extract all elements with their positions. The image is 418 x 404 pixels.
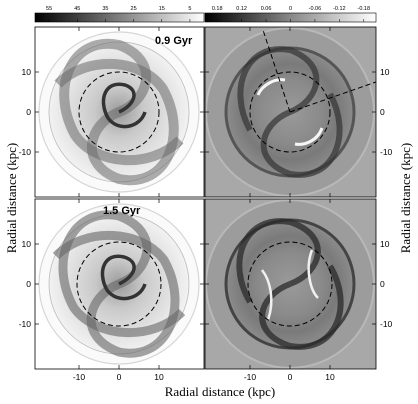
panel-density-0.9gyr xyxy=(35,27,204,197)
y-tick-label: 0 xyxy=(380,107,385,117)
x-axis-label: Radial distance (kpc) xyxy=(164,384,276,399)
colorbar-density-tick-label: 35 xyxy=(102,6,108,12)
colorbar-density-tick-label: 55 xyxy=(46,6,52,12)
y-tick-label: -10 xyxy=(380,319,393,329)
x-tick-label: 10 xyxy=(325,372,335,382)
y-tick-label: 0 xyxy=(380,279,385,289)
x-tick-label: 10 xyxy=(154,372,164,382)
x-tick-label: -10 xyxy=(73,372,86,382)
colorbar-residual-tick-label: -0.06 xyxy=(309,6,322,12)
y-tick-label: -10 xyxy=(19,147,32,157)
colorbar-residual-tick-label: 0.18 xyxy=(212,6,223,12)
panel-residual-1.5gyr xyxy=(205,199,376,369)
y-tick-label: 10 xyxy=(380,239,390,249)
y-tick-label: -10 xyxy=(19,319,32,329)
y-tick-label: 10 xyxy=(22,239,32,249)
colorbar-density-tick-label: 5 xyxy=(188,6,191,12)
x-tick-label: 0 xyxy=(288,372,293,382)
y-tick-label: 10 xyxy=(380,67,390,77)
y-tick-label: 0 xyxy=(26,279,31,289)
colorbar-residual-tick-label: 0.06 xyxy=(261,6,272,12)
colorbar-density-tick-label: 45 xyxy=(74,6,80,12)
x-tick-label: 0 xyxy=(117,372,122,382)
colorbar-density-tick-label: 25 xyxy=(131,6,137,12)
colorbar-density-tick-label: 15 xyxy=(159,6,165,12)
colorbar-residual-tick-label: -0.18 xyxy=(358,6,371,12)
panel-density-1.5gyr xyxy=(35,199,204,369)
y-tick-label: 10 xyxy=(22,67,32,77)
y-tick-label: -10 xyxy=(380,147,393,157)
colorbar-residual-tick-label: 0.12 xyxy=(236,6,247,12)
x-tick-label: -10 xyxy=(244,372,257,382)
colorbar-density xyxy=(34,12,205,23)
panel-residual-0.9gyr xyxy=(205,27,376,197)
y-axis-label-right: Radial distance (kpc) xyxy=(398,142,413,254)
colorbar-residual-tick-label: -0.12 xyxy=(333,6,346,12)
axis-ticks: 10 0 -10 10 0 -10 10 0 -10 10 0 -10 -10 0 10 -10 0 10 xyxy=(19,27,393,382)
y-axis-label-left: Radial distance (kpc) xyxy=(4,142,19,254)
y-tick-label: 0 xyxy=(26,107,31,117)
panel-label-1.5gyr: 1.5 Gyr xyxy=(103,205,141,217)
panel-label-0.9gyr: 0.9 Gyr xyxy=(155,35,193,47)
colorbar-residual-tick-label: 0 xyxy=(289,6,292,12)
